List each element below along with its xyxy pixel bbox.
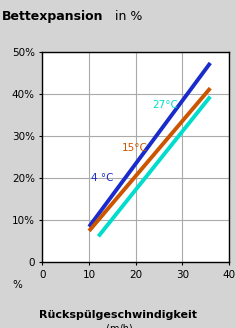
Text: Rückspülgeschwindigkeit: Rückspülgeschwindigkeit [39, 310, 197, 320]
Text: in %: in % [111, 10, 142, 23]
Text: %: % [12, 280, 22, 290]
Text: Bettexpansion: Bettexpansion [2, 10, 104, 23]
Text: 4 °C: 4 °C [91, 173, 114, 182]
Text: (m/h): (m/h) [103, 323, 133, 328]
Text: 27°C: 27°C [152, 100, 178, 110]
Text: 15°C: 15°C [122, 143, 148, 153]
